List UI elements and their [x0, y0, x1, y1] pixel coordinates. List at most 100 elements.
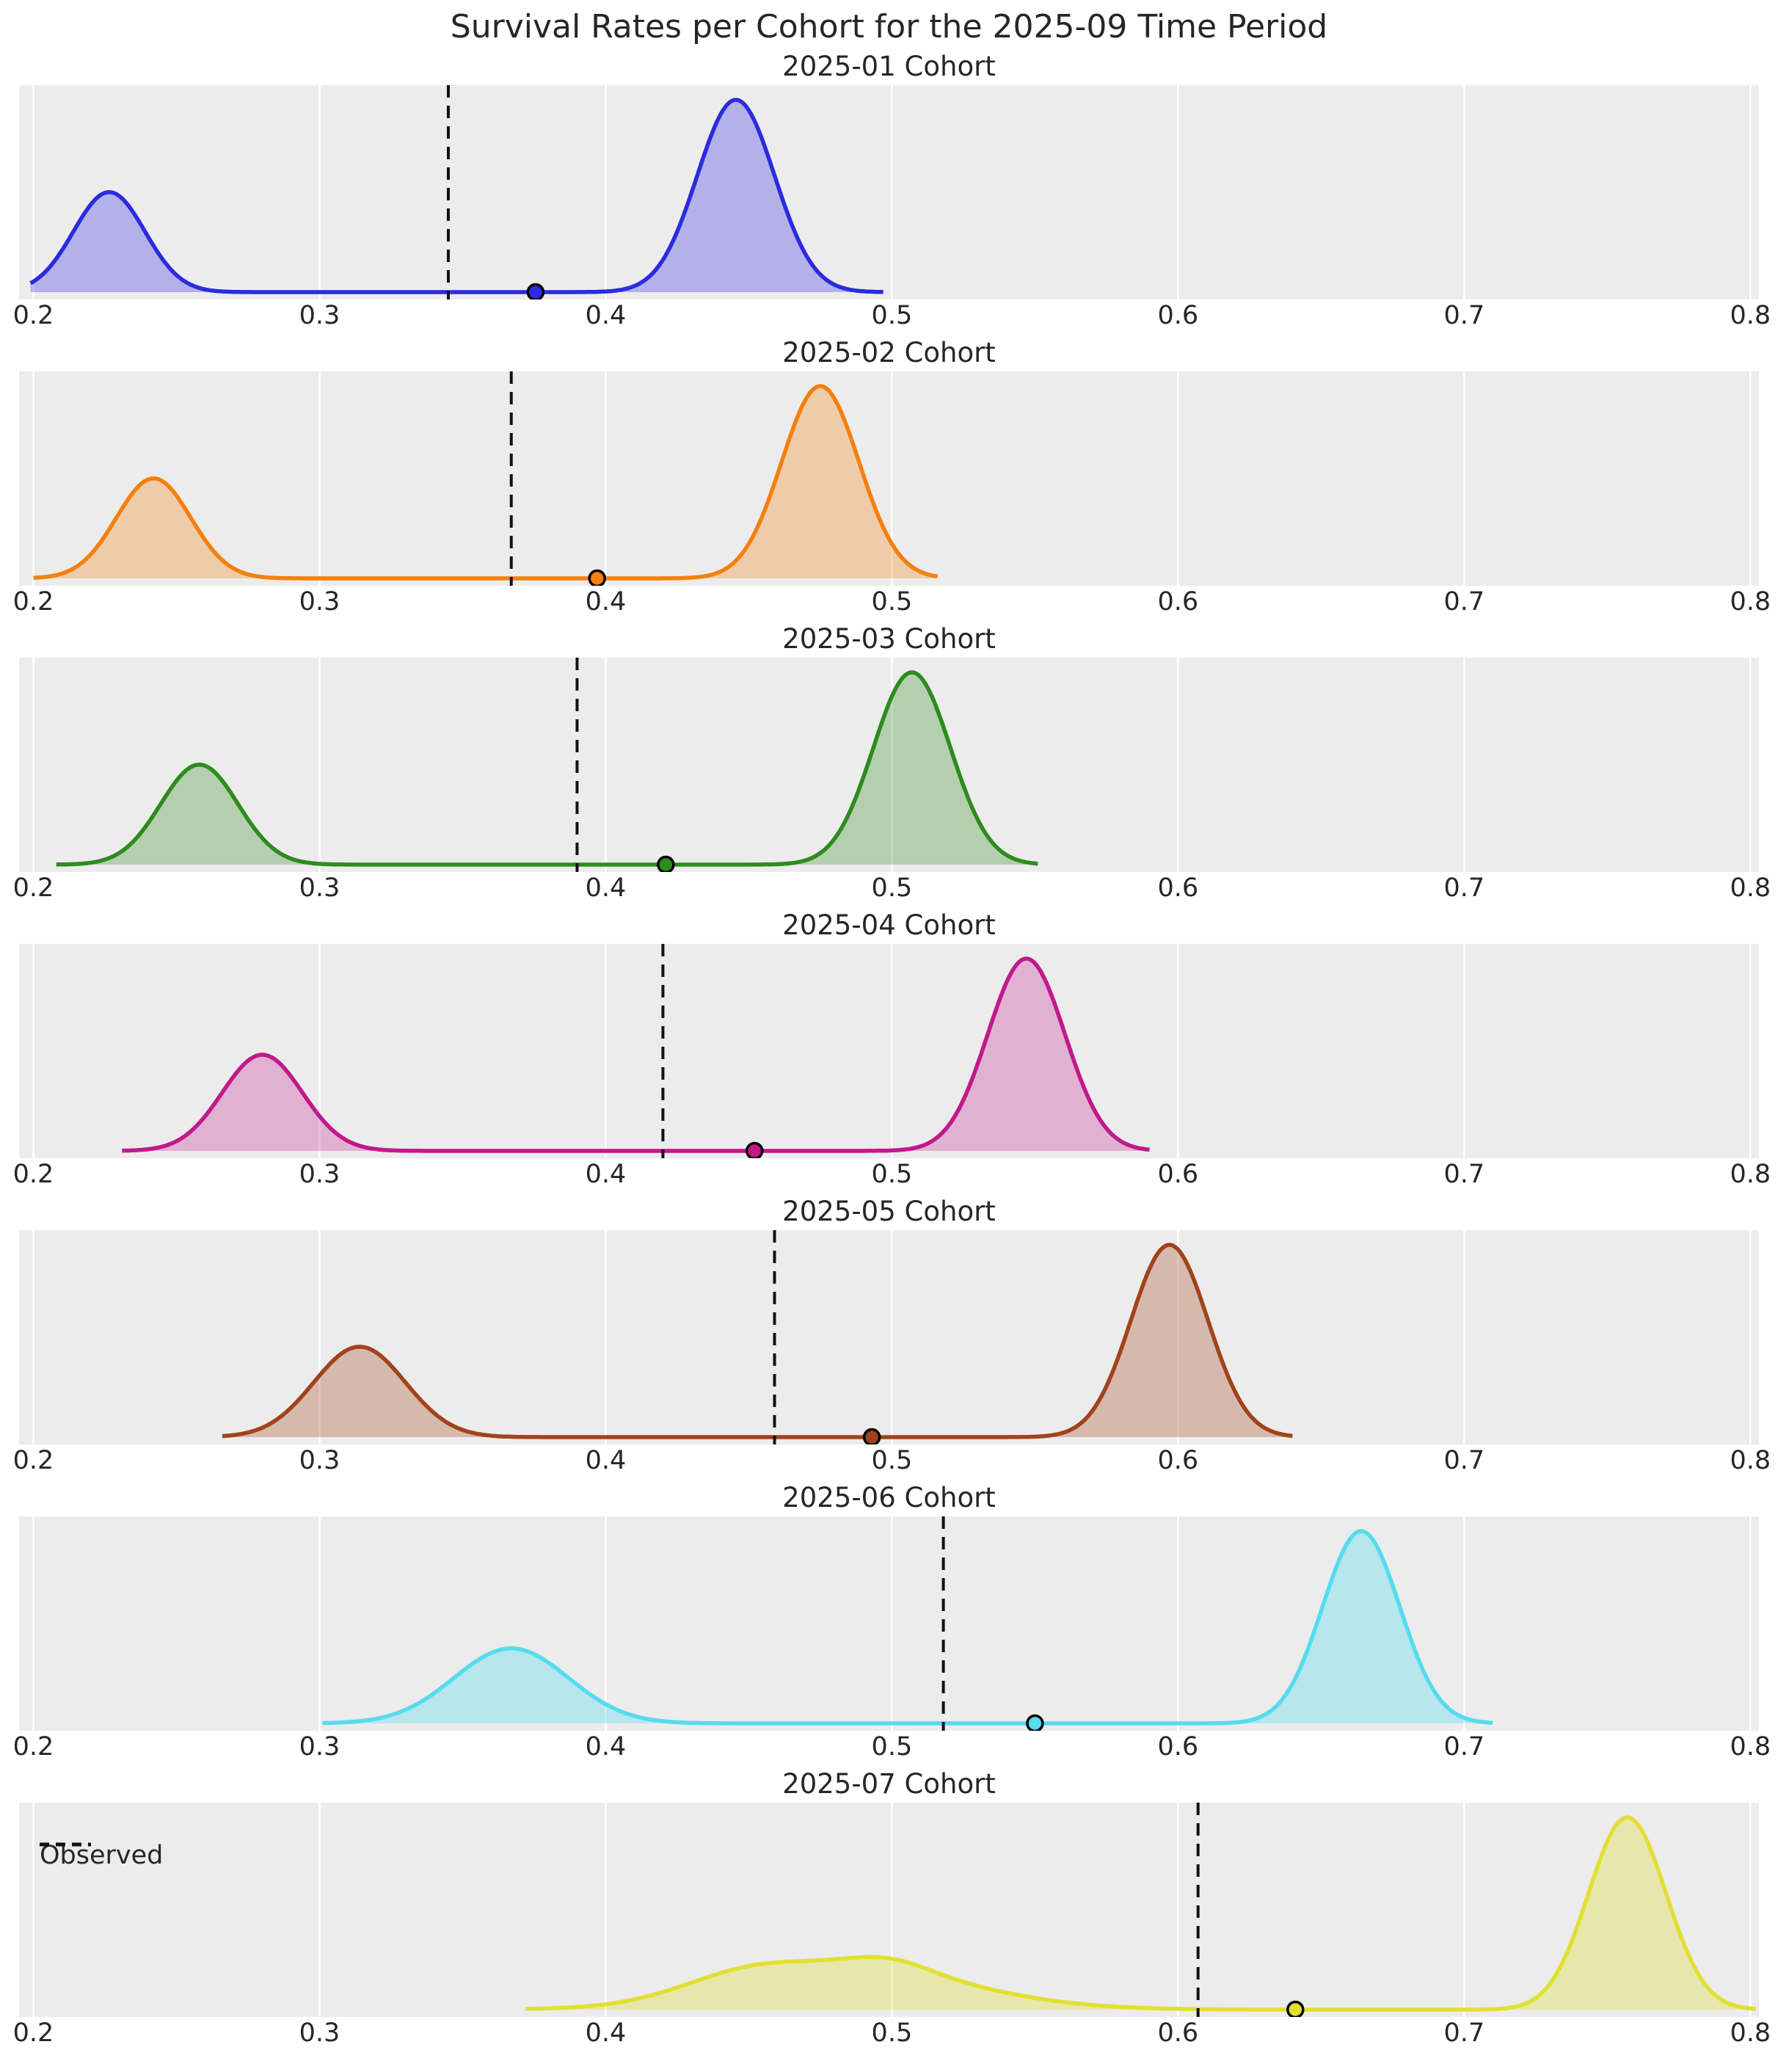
- subplot: 2025-01 Cohort 0.2 0.3 0.4 0.5 0.6 0.7 0.8: [0, 50, 1778, 335]
- subplot-title: 2025-05 Cohort: [782, 1196, 996, 1227]
- subplot-title: 2025-02 Cohort: [782, 337, 996, 368]
- density-plot-svg: [32, 658, 1752, 872]
- density-fill: [33, 386, 938, 578]
- x-tick-label: 0.5: [871, 1732, 913, 1762]
- plot-area: [19, 944, 1759, 1158]
- subplots-container: 2025-01 Cohort 0.2 0.3 0.4 0.5 0.6 0.7 0.8 202…: [0, 50, 1778, 2052]
- x-tick-label: 0.8: [1730, 2018, 1771, 2048]
- x-tick-label: 0.4: [585, 301, 627, 330]
- density-fill: [222, 1245, 1293, 1437]
- x-tick-label: 0.4: [585, 587, 627, 617]
- subplot-title: 2025-01 Cohort: [782, 51, 996, 82]
- subplot: 2025-07 Cohort Observed 0.2 0.3 0.4 0.5 0.6 0…: [0, 1767, 1778, 2052]
- x-tick-label: 0.2: [12, 587, 54, 617]
- density-fill: [30, 100, 883, 292]
- sample-dot-marker: [657, 855, 675, 872]
- x-tick-label: 0.4: [585, 1732, 627, 1762]
- subplot: 2025-03 Cohort 0.2 0.3 0.4 0.5 0.6 0.7 0.8: [0, 622, 1778, 907]
- sample-dot-marker: [862, 1428, 881, 1444]
- x-tick-label: 0.8: [1730, 301, 1771, 330]
- x-tick-label: 0.6: [1157, 587, 1199, 617]
- observed-dashed-line-sample: [40, 1842, 91, 1847]
- density-curve: [525, 1815, 1757, 2012]
- x-tick-label: 0.3: [299, 1732, 340, 1762]
- x-tick-label: 0.7: [1443, 587, 1485, 617]
- x-tick-label: 0.7: [1443, 1160, 1485, 1189]
- density-plot-svg: [32, 1803, 1757, 2017]
- x-tick-label: 0.4: [585, 1446, 627, 1475]
- x-tick-label: 0.2: [12, 873, 54, 903]
- x-axis: 0.2 0.3 0.4 0.5 0.6 0.7 0.8: [0, 1444, 1778, 1480]
- plot-area: Observed: [19, 1803, 1759, 2017]
- density-curve: [56, 670, 1038, 867]
- sample-dot-marker: [526, 283, 545, 299]
- x-tick-label: 0.2: [12, 1732, 54, 1762]
- x-tick-label: 0.2: [12, 301, 54, 330]
- x-tick-label: 0.5: [871, 2018, 913, 2048]
- x-tick-label: 0.3: [299, 1446, 340, 1475]
- x-tick-label: 0.8: [1730, 1160, 1771, 1189]
- x-axis: 0.2 0.3 0.4 0.5 0.6 0.7 0.8: [0, 1158, 1778, 1193]
- x-tick-label: 0.5: [871, 1446, 913, 1475]
- plot-area: [19, 371, 1759, 586]
- x-tick-label: 0.7: [1443, 873, 1485, 903]
- sample-dot-marker: [1026, 1714, 1044, 1731]
- subplot: 2025-05 Cohort 0.2 0.3 0.4 0.5 0.6 0.7 0.8: [0, 1195, 1778, 1480]
- density-curve: [322, 1529, 1493, 1726]
- legend: Observed: [40, 1841, 163, 1870]
- x-tick-label: 0.3: [299, 873, 340, 903]
- x-tick-label: 0.8: [1730, 873, 1771, 903]
- plot-area: [19, 1516, 1759, 1731]
- x-tick-label: 0.2: [12, 2018, 54, 2048]
- x-tick-label: 0.7: [1443, 2018, 1485, 2048]
- x-tick-label: 0.5: [871, 301, 913, 330]
- density-fill: [525, 1817, 1757, 2010]
- plot-area: [19, 85, 1759, 299]
- subplot-title: 2025-07 Cohort: [782, 1768, 996, 1800]
- subplot: 2025-06 Cohort 0.2 0.3 0.4 0.5 0.6 0.7 0.8: [0, 1481, 1778, 1766]
- subplot-title: 2025-03 Cohort: [782, 623, 996, 655]
- x-axis: 0.2 0.3 0.4 0.5 0.6 0.7 0.8: [0, 2017, 1778, 2052]
- subplot-title: 2025-06 Cohort: [782, 1482, 996, 1513]
- density-fill: [56, 672, 1038, 865]
- subplot: 2025-02 Cohort 0.2 0.3 0.4 0.5 0.6 0.7 0.8: [0, 336, 1778, 621]
- density-curve: [222, 1243, 1293, 1439]
- x-axis: 0.2 0.3 0.4 0.5 0.6 0.7 0.8: [0, 1731, 1778, 1766]
- density-curve: [29, 98, 883, 294]
- density-plot-svg: [32, 371, 1752, 586]
- density-plot-svg: [32, 1230, 1752, 1444]
- x-tick-label: 0.6: [1157, 1732, 1199, 1762]
- x-tick-label: 0.7: [1443, 1732, 1485, 1762]
- density-plot-svg: [32, 944, 1752, 1158]
- x-tick-label: 0.3: [299, 587, 340, 617]
- x-tick-label: 0.3: [299, 301, 340, 330]
- x-tick-label: 0.3: [299, 1160, 340, 1189]
- density-plot-svg: [32, 1516, 1752, 1731]
- x-tick-label: 0.4: [585, 2018, 627, 2048]
- x-tick-label: 0.6: [1157, 873, 1199, 903]
- x-axis: 0.2 0.3 0.4 0.5 0.6 0.7 0.8: [0, 299, 1778, 335]
- x-tick-label: 0.2: [12, 1446, 54, 1475]
- x-tick-label: 0.2: [12, 1160, 54, 1189]
- x-tick-label: 0.8: [1730, 1732, 1771, 1762]
- x-tick-label: 0.8: [1730, 1446, 1771, 1475]
- density-curve: [33, 384, 939, 581]
- x-tick-label: 0.6: [1157, 301, 1199, 330]
- x-tick-label: 0.6: [1157, 1160, 1199, 1189]
- x-tick-label: 0.4: [585, 1160, 627, 1189]
- x-tick-label: 0.8: [1730, 587, 1771, 617]
- sample-dot-marker: [588, 569, 606, 586]
- density-fill: [322, 1531, 1493, 1723]
- sample-dot-marker: [1286, 2000, 1305, 2017]
- density-curve: [122, 956, 1150, 1153]
- plot-area: [19, 658, 1759, 872]
- x-tick-label: 0.6: [1157, 2018, 1199, 2048]
- subplot: 2025-04 Cohort 0.2 0.3 0.4 0.5 0.6 0.7 0.8: [0, 909, 1778, 1193]
- subplot-title: 2025-04 Cohort: [782, 909, 996, 941]
- density-fill: [122, 959, 1150, 1151]
- sample-dot-marker: [745, 1141, 764, 1158]
- x-tick-label: 0.7: [1443, 301, 1485, 330]
- x-tick-label: 0.6: [1157, 1446, 1199, 1475]
- plot-area: [19, 1230, 1759, 1444]
